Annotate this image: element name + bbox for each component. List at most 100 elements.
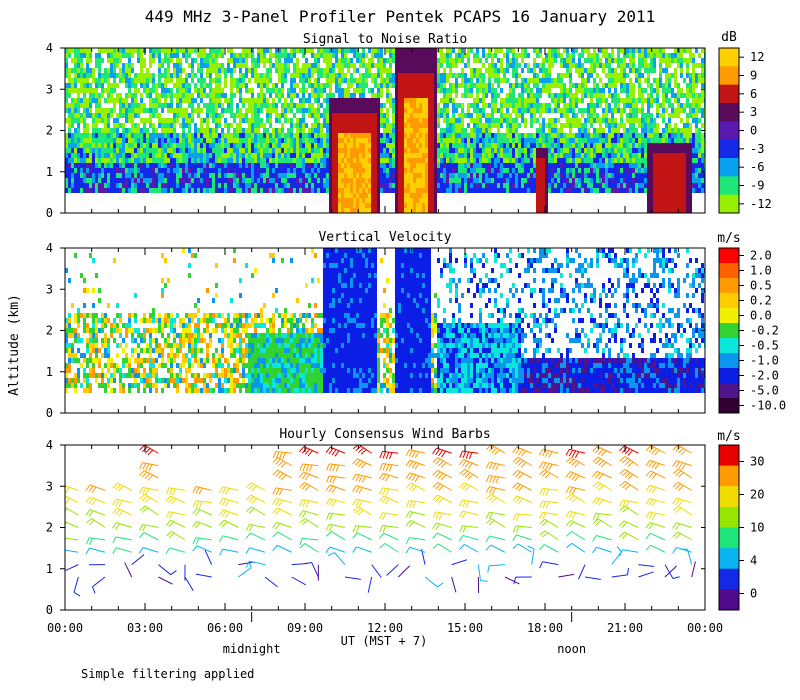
snr-cell	[206, 168, 209, 173]
snr-cell	[623, 163, 626, 168]
snr-cell	[197, 148, 200, 153]
snr-cell	[161, 183, 164, 188]
snr-cell	[257, 188, 260, 193]
snr-cell	[77, 148, 80, 153]
snr-cell	[314, 133, 317, 138]
snr-cell	[362, 163, 365, 168]
snr-cell	[407, 73, 410, 78]
snr-cell	[467, 178, 470, 183]
snr-cell	[95, 103, 98, 108]
snr-cell	[89, 183, 92, 188]
snr-cell	[233, 158, 236, 163]
snr-cell	[434, 133, 437, 138]
snr-cell	[107, 173, 110, 178]
snr-cell	[332, 123, 335, 128]
snr-cell	[365, 168, 368, 173]
snr-cell	[176, 103, 179, 108]
snr-cell	[398, 68, 401, 73]
snr-cell	[68, 123, 71, 128]
snr-cell	[512, 98, 515, 103]
snr-cell	[251, 108, 254, 113]
snr-cell	[158, 98, 161, 103]
snr-cell	[410, 88, 413, 93]
snr-cell	[425, 148, 428, 153]
snr-cell	[416, 98, 419, 103]
snr-cell	[263, 178, 266, 183]
snr-cell	[476, 123, 479, 128]
snr-cell	[182, 68, 185, 73]
snr-cell	[404, 118, 407, 123]
snr-cell	[203, 138, 206, 143]
snr-cell	[71, 113, 74, 118]
snr-cell	[335, 143, 338, 148]
snr-cell	[461, 108, 464, 113]
snr-cell	[152, 88, 155, 93]
snr-cell	[350, 198, 353, 203]
snr-cell	[107, 148, 110, 153]
snr-cell	[416, 63, 419, 68]
snr-cell	[263, 58, 266, 63]
snr-cell	[437, 163, 440, 168]
snr-cell	[440, 113, 443, 118]
snr-cell	[389, 133, 392, 138]
snr-cell	[542, 108, 545, 113]
snr-cell	[269, 108, 272, 113]
snr-cell	[608, 178, 611, 183]
snr-cell	[77, 123, 80, 128]
snr-cell	[401, 173, 404, 178]
snr-cell	[575, 68, 578, 73]
snr-cell	[239, 78, 242, 83]
snr-cell	[629, 138, 632, 143]
snr-cell	[209, 168, 212, 173]
snr-cell	[539, 188, 542, 193]
snr-cell	[368, 68, 371, 73]
snr-cell	[491, 158, 494, 163]
snr-cell	[344, 118, 347, 123]
snr-cell	[206, 83, 209, 88]
snr-cell	[263, 163, 266, 168]
snr-cell	[359, 113, 362, 118]
snr-cell	[335, 163, 338, 168]
snr-cell	[350, 148, 353, 153]
snr-cell	[398, 188, 401, 193]
snr-cell	[299, 73, 302, 78]
snr-cell	[68, 183, 71, 188]
snr-cell	[440, 63, 443, 68]
snr-cell	[320, 163, 323, 168]
snr-cell	[155, 158, 158, 163]
snr-cell	[521, 83, 524, 88]
snr-cell	[224, 158, 227, 163]
snr-cell	[584, 88, 587, 93]
snr-cell	[191, 188, 194, 193]
snr-cell	[470, 68, 473, 73]
snr-cell	[131, 143, 134, 148]
snr-cell	[200, 168, 203, 173]
snr-cell	[338, 98, 341, 103]
snr-cell	[377, 128, 380, 133]
snr-cell	[560, 168, 563, 173]
snr-cell	[131, 158, 134, 163]
snr-cell	[428, 133, 431, 138]
snr-cell	[203, 103, 206, 108]
snr-cell	[359, 78, 362, 83]
snr-cell	[641, 58, 644, 63]
snr-cell	[602, 138, 605, 143]
snr-cell	[425, 123, 428, 128]
snr-cell	[596, 113, 599, 118]
snr-cell	[287, 168, 290, 173]
snr-cell	[428, 68, 431, 73]
snr-cell	[620, 58, 623, 63]
snr-cell	[134, 98, 137, 103]
snr-cell	[74, 143, 77, 148]
snr-cell	[245, 118, 248, 123]
snr-cell	[443, 73, 446, 78]
snr-cell	[323, 133, 326, 138]
snr-cell	[563, 73, 566, 78]
snr-cell	[362, 63, 365, 68]
snr-cell	[437, 188, 440, 193]
snr-cell	[281, 128, 284, 133]
snr-cell	[581, 153, 584, 158]
snr-cell	[596, 183, 599, 188]
snr-cell	[527, 153, 530, 158]
snr-cell	[374, 48, 377, 53]
